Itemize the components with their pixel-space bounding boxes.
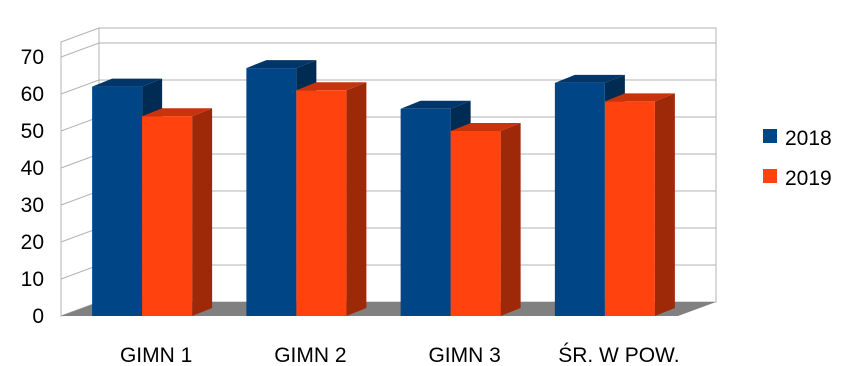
bar-2019-gimn-2-side: [346, 82, 367, 316]
floor-top: [61, 302, 716, 316]
legend: 2018 2019: [763, 127, 832, 190]
bar-2018-gimn-2-top: [246, 60, 317, 69]
bar-2019-gimn-2-top: [296, 82, 367, 91]
bar-2019-śr-w-pow-: [604, 93, 675, 317]
bar-2019-śr-w-pow--front: [604, 101, 655, 317]
bar-2018-gimn-1-top: [92, 78, 163, 87]
bars: [92, 60, 675, 317]
bar-2019-gimn-1-front: [142, 116, 193, 316]
gridline: [60, 79, 716, 95]
y-tick-label: 50: [21, 120, 44, 143]
legend-label-2018: 2018: [785, 127, 832, 150]
bar-2018-śr-w-pow--top: [554, 74, 625, 83]
bar-2019-gimn-1: [142, 108, 213, 316]
bar-2019-gimn-1-top: [142, 108, 213, 117]
x-category-label: GIMN 1: [120, 344, 192, 366]
x-axis: GIMN 1 GIMN 2 GIMN 3 ŚR. W POW.: [120, 343, 680, 366]
bar-2019-gimn-3: [450, 123, 521, 316]
legend-swatch-2018: [763, 129, 777, 143]
bar-2019-śr-w-pow--top: [604, 93, 675, 102]
y-tick-label: 0: [32, 305, 44, 328]
legend-swatch-2019: [763, 169, 777, 183]
bar-2018-gimn-2-front: [246, 68, 297, 316]
y-tick-label: 60: [21, 83, 44, 106]
y-tick-label: 10: [21, 268, 44, 291]
x-category-label: GIMN 2: [274, 344, 346, 366]
bar-2018-gimn-1-front: [92, 86, 143, 316]
y-tick-label: 30: [21, 194, 44, 217]
bar-2019-gimn-1-side: [192, 108, 213, 316]
y-tick-label: 70: [21, 46, 44, 69]
legend-label-2019: 2019: [785, 167, 832, 190]
y-axis: 0 10 20 30 40 50 60 70: [21, 46, 44, 328]
y-tick-label: 40: [21, 157, 44, 180]
bar-2019-gimn-2: [296, 82, 367, 316]
gridline: [60, 42, 716, 58]
bar-2018-gimn-3-top: [400, 100, 471, 109]
bar-2019-gimn-3-top: [450, 123, 521, 131]
bar-2019-śr-w-pow--side: [654, 93, 675, 317]
bar-2018-gimn-3-front: [400, 108, 451, 316]
x-category-label: GIMN 3: [428, 344, 500, 366]
bar-2019-gimn-2-front: [296, 90, 347, 316]
bar-2018-śr-w-pow--front: [554, 82, 605, 317]
y-tick-label: 20: [21, 231, 44, 254]
bar-2019-gimn-3-front: [450, 131, 501, 316]
x-category-label: ŚR. W POW.: [558, 343, 679, 366]
chart-floor: [61, 302, 716, 316]
bar-2019-gimn-3-side: [500, 123, 521, 316]
